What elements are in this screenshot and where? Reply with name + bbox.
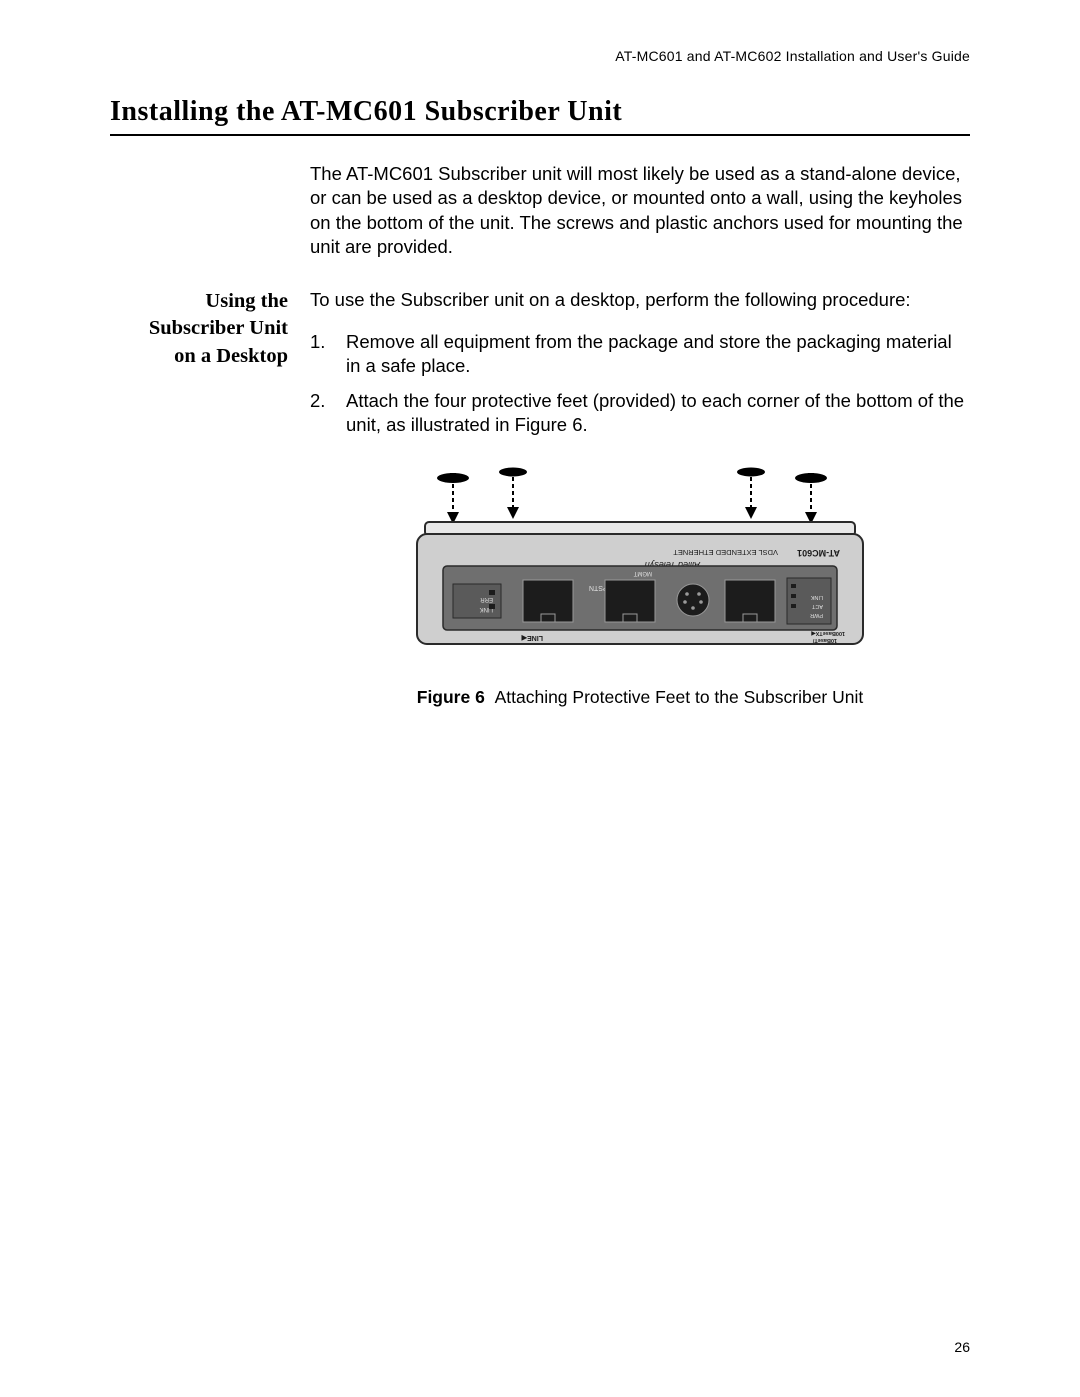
list-text: Attach the four protective feet (provide…: [346, 389, 970, 438]
procedure-intro: To use the Subscriber unit on a desktop,…: [310, 288, 970, 312]
list-item: 2. Attach the four protective feet (prov…: [310, 389, 970, 438]
device-model-label: AT-MC601: [797, 548, 840, 558]
intro-paragraph: The AT-MC601 Subscriber unit will most l…: [310, 162, 970, 260]
procedure-main: To use the Subscriber unit on a desktop,…: [310, 288, 970, 710]
figure-wrap: AT-MC601 VDSL EXTENDED ETHERNET Allied T…: [310, 464, 970, 710]
list-number: 2.: [310, 389, 332, 438]
feet-arrows: [437, 467, 827, 524]
list-item: 1. Remove all equipment from the package…: [310, 330, 970, 379]
procedure-list: 1. Remove all equipment from the package…: [310, 330, 970, 438]
svg-text:10BaseT/: 10BaseT/: [812, 637, 837, 643]
figure-caption: Figure 6 Attaching Protective Feet to th…: [310, 686, 970, 709]
svg-text:LINE◀: LINE◀: [521, 634, 543, 641]
svg-text:LINK: LINK: [810, 594, 823, 600]
intro-main: The AT-MC601 Subscriber unit will most l…: [310, 162, 970, 288]
mgmt-label: MGMT: [633, 570, 652, 576]
side-heading: Using the Subscriber Unit on a Desktop: [110, 288, 288, 710]
list-number: 1.: [310, 330, 332, 379]
side-heading-line: Using the: [110, 288, 288, 316]
side-col-empty: [110, 162, 288, 288]
section-title: Installing the AT-MC601 Subscriber Unit: [110, 96, 970, 136]
svg-text:PWR: PWR: [810, 612, 823, 618]
svg-text:ACT: ACT: [811, 603, 823, 609]
svg-text:100BaseTX◀: 100BaseTX◀: [811, 630, 845, 637]
device-illustration: AT-MC601 VDSL EXTENDED ETHERNET Allied T…: [395, 464, 885, 664]
intro-row: The AT-MC601 Subscriber unit will most l…: [110, 162, 970, 288]
running-header: AT-MC601 and AT-MC602 Installation and U…: [110, 48, 970, 64]
side-heading-line: Subscriber Unit: [110, 315, 288, 343]
side-heading-line: on a Desktop: [110, 343, 288, 371]
figure-caption-body: Attaching Protective Feet to the Subscri…: [495, 687, 864, 707]
svg-text:ERR: ERR: [480, 596, 493, 602]
procedure-row: Using the Subscriber Unit on a Desktop T…: [110, 288, 970, 710]
device-model-sub: VDSL EXTENDED ETHERNET: [673, 548, 778, 557]
list-text: Remove all equipment from the package an…: [346, 330, 970, 379]
figure-label: Figure 6: [417, 687, 485, 707]
page-number: 26: [954, 1339, 970, 1355]
figure-image: AT-MC601 VDSL EXTENDED ETHERNET Allied T…: [395, 464, 885, 664]
